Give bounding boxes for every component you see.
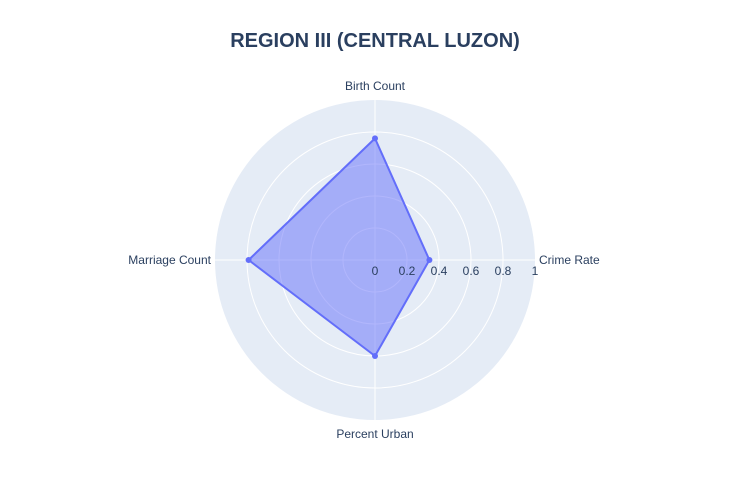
chart-title: REGION III (CENTRAL LUZON)	[230, 30, 520, 52]
radial-tick-label: 0.2	[399, 264, 416, 278]
category-label-marriage-count: Marriage Count	[128, 253, 211, 267]
category-label-percent-urban: Percent Urban	[336, 427, 413, 441]
data-point-marriage-count	[245, 257, 252, 263]
radial-tick-label: 0.8	[495, 264, 512, 278]
radial-tick-label: 0	[372, 264, 379, 278]
data-point-percent-urban	[372, 353, 378, 359]
radial-tick-label: 0.4	[431, 264, 448, 278]
radial-tick-label: 1	[532, 264, 539, 278]
category-label-birth-count: Birth Count	[345, 79, 406, 93]
data-point-birth-count	[372, 135, 378, 142]
radial-tick-label: 0.6	[463, 264, 480, 278]
category-label-crime-rate: Crime Rate	[539, 253, 600, 267]
data-point-crime-rate	[426, 257, 433, 263]
